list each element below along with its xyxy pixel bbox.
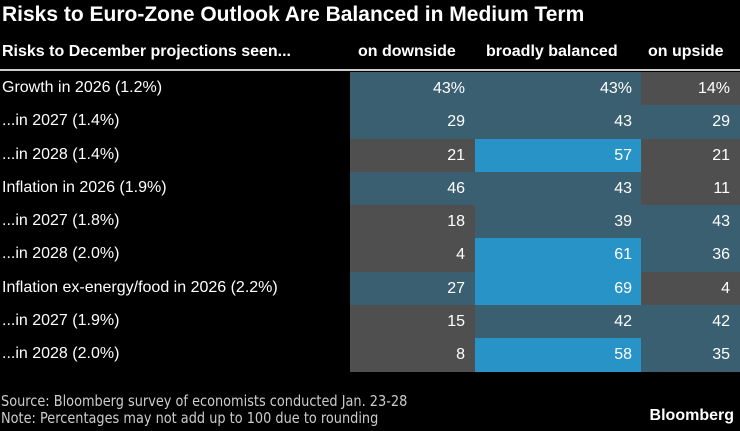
table-cell: 58 (475, 338, 641, 372)
row-label: ...in 2027 (1.9%) (2, 312, 120, 330)
table-cell: 15 (350, 305, 475, 339)
table-row: ...in 2027 (1.4%) 29 43 29 (0, 105, 740, 139)
column-header: broadly balanced (486, 43, 618, 60)
table-cell: 42 (475, 305, 641, 339)
row-label: ...in 2028 (2.0%) (2, 245, 120, 263)
bloomberg-logo: Bloomberg (649, 407, 734, 424)
footer-notes: Source: Bloomberg survey of economists c… (1, 393, 407, 427)
row-label: ...in 2028 (2.0%) (2, 345, 120, 363)
source-note: Source: Bloomberg survey of economists c… (1, 392, 408, 410)
table-cell: 35 (641, 338, 740, 372)
column-header: on downside (358, 43, 456, 60)
table-cell: 43 (475, 171, 641, 206)
table-body: Growth in 2026 (1.2%) 43% 43% 14% ...in 2027… (0, 72, 740, 372)
table-row: Growth in 2026 (1.2%) 43% 43% 14% (0, 72, 740, 106)
table-cell: 4 (641, 271, 740, 306)
row-label: ...in 2027 (1.8%) (2, 212, 120, 230)
row-label: Inflation in 2026 (1.9%) (2, 178, 167, 196)
table-row: ...in 2027 (1.9%) 15 42 42 (0, 305, 740, 339)
row-label: Inflation ex-energy/food in 2026 (2.2%) (2, 278, 278, 296)
table-cell: 29 (350, 105, 475, 139)
table-row: Inflation ex-energy/food in 2026 (2.2%) 2… (0, 271, 740, 306)
rounding-note: Note: Percentages may not add up to 100 … (1, 409, 379, 427)
table-row: ...in 2027 (1.8%) 18 39 43 (0, 205, 740, 239)
table-cell: 11 (641, 171, 740, 206)
table-cell: 39 (475, 205, 641, 239)
table-cell: 46 (350, 171, 475, 206)
table-row: Inflation in 2026 (1.9%) 46 43 11 (0, 171, 740, 206)
table-cell: 43 (641, 205, 740, 239)
table-cell: 43% (350, 72, 475, 106)
table-cell: 21 (641, 138, 740, 172)
table-row: ...in 2028 (1.4%) 21 57 21 (0, 138, 740, 172)
table-cell: 43 (475, 105, 641, 139)
chart-title: Risks to Euro-Zone Outlook Are Balanced … (2, 3, 585, 26)
table-cell: 21 (350, 138, 475, 172)
table-cell: 18 (350, 205, 475, 239)
row-label: Growth in 2026 (1.2%) (2, 79, 163, 96)
table-cell: 14% (641, 72, 740, 106)
table-cell: 43% (475, 72, 641, 106)
table-row: ...in 2028 (2.0%) 8 58 35 (0, 338, 740, 372)
table-cell: 57 (475, 138, 641, 172)
row-label: ...in 2028 (1.4%) (2, 145, 120, 163)
table-cell: 4 (350, 238, 475, 272)
row-label: ...in 2027 (1.4%) (2, 112, 120, 130)
table-cell: 69 (475, 271, 641, 306)
table-cell: 42 (641, 305, 740, 339)
table-cell: 61 (475, 238, 641, 272)
table-cell: 27 (350, 271, 475, 306)
table-cell: 8 (350, 338, 475, 372)
table-header: Risks to December projections seen... on… (0, 41, 740, 71)
column-header: on upside (648, 43, 724, 60)
table-cell: 36 (641, 238, 740, 272)
table-row: ...in 2028 (2.0%) 4 61 36 (0, 238, 740, 272)
row-header: Risks to December projections seen... (2, 43, 291, 60)
table-cell: 29 (641, 105, 740, 139)
